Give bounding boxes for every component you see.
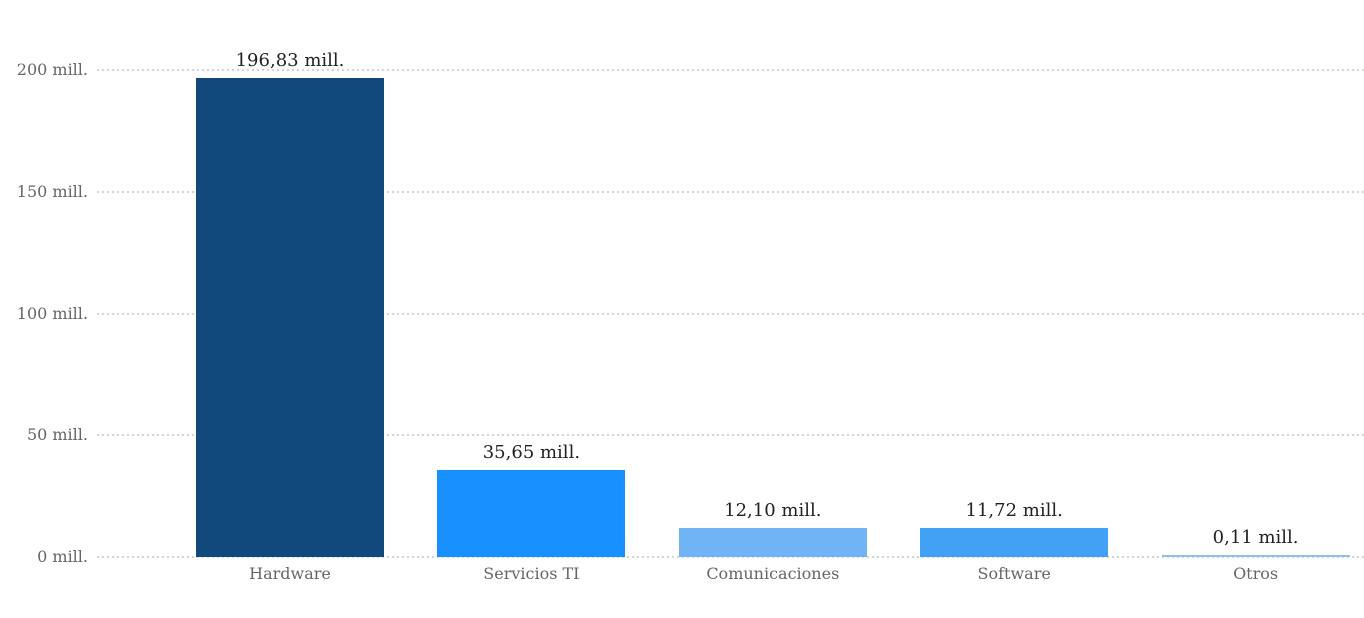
category-label-hardware: Hardware xyxy=(249,564,331,583)
category-label-otros: Otros xyxy=(1233,564,1279,583)
y-tick-label-100: 100 mill. xyxy=(16,303,88,323)
value-label-software: 11,72 mill. xyxy=(965,500,1063,522)
category-label-servicios-ti: Servicios TI xyxy=(483,564,580,583)
gridline-50 xyxy=(97,434,1364,437)
gridline-100 xyxy=(97,312,1364,315)
bar-hardware[interactable] xyxy=(196,77,384,557)
y-tick-label-0: 0 mill. xyxy=(37,547,88,566)
value-label-otros: 0,11 mill. xyxy=(1212,527,1299,549)
gridline-200 xyxy=(97,69,1364,71)
gridline-150 xyxy=(97,190,1364,193)
gridline-0 xyxy=(97,556,1364,558)
category-label-software: Software xyxy=(977,564,1051,583)
value-label-comunicaciones: 12,10 mill. xyxy=(724,499,822,521)
bar-otros[interactable] xyxy=(1161,555,1350,557)
y-tick-label-150: 150 mill. xyxy=(16,181,88,201)
value-label-hardware: 196,83 mill. xyxy=(235,49,345,71)
category-label-comunicaciones: Comunicaciones xyxy=(706,564,840,583)
bar-comunicaciones[interactable] xyxy=(678,527,867,557)
value-label-servicios-ti: 35,65 mill. xyxy=(482,442,581,464)
bar-software[interactable] xyxy=(920,528,1109,557)
y-tick-label-200: 200 mill. xyxy=(16,60,88,79)
y-tick-label-50: 50 mill. xyxy=(26,425,88,445)
bar-servicios-ti[interactable] xyxy=(437,470,626,557)
